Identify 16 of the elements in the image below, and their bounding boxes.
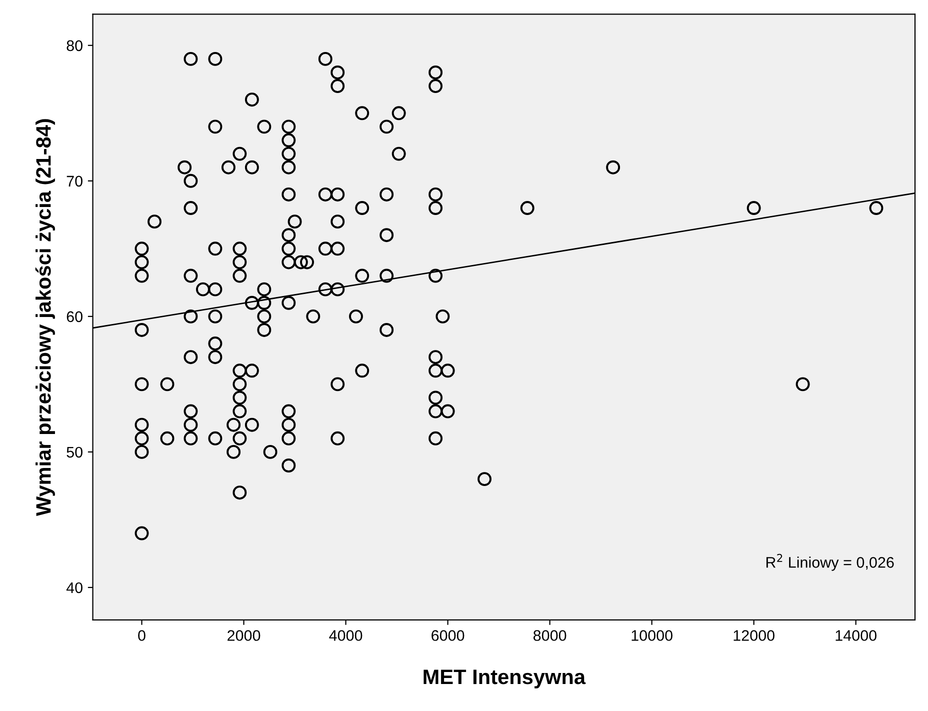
x-tick-label: 12000 bbox=[734, 630, 774, 641]
x-tick-label: 8000 bbox=[533, 630, 566, 641]
y-tick-label: 80 bbox=[66, 40, 82, 52]
x-tick-label: 4000 bbox=[329, 630, 362, 641]
x-axis-title: MET Intensywna bbox=[424, 670, 586, 688]
y-tick-label: 50 bbox=[66, 446, 82, 458]
x-tick-label: 6000 bbox=[432, 630, 464, 641]
annotation: R$^{2}$ Liniowy = 0,026 bbox=[766, 554, 894, 571]
y-axis-title: Wymiar przeżciowy jakości życia (21-84) bbox=[35, 119, 55, 516]
x-tick-label: 14000 bbox=[836, 630, 876, 641]
x-tick-label: 0 bbox=[138, 630, 146, 641]
y-tick-label: 60 bbox=[66, 311, 82, 322]
y-tick-label: 40 bbox=[66, 582, 82, 594]
y-tick-label: 70 bbox=[66, 176, 82, 187]
x-tick-label: 10000 bbox=[632, 630, 672, 641]
x-tick-label: 2000 bbox=[228, 630, 260, 641]
